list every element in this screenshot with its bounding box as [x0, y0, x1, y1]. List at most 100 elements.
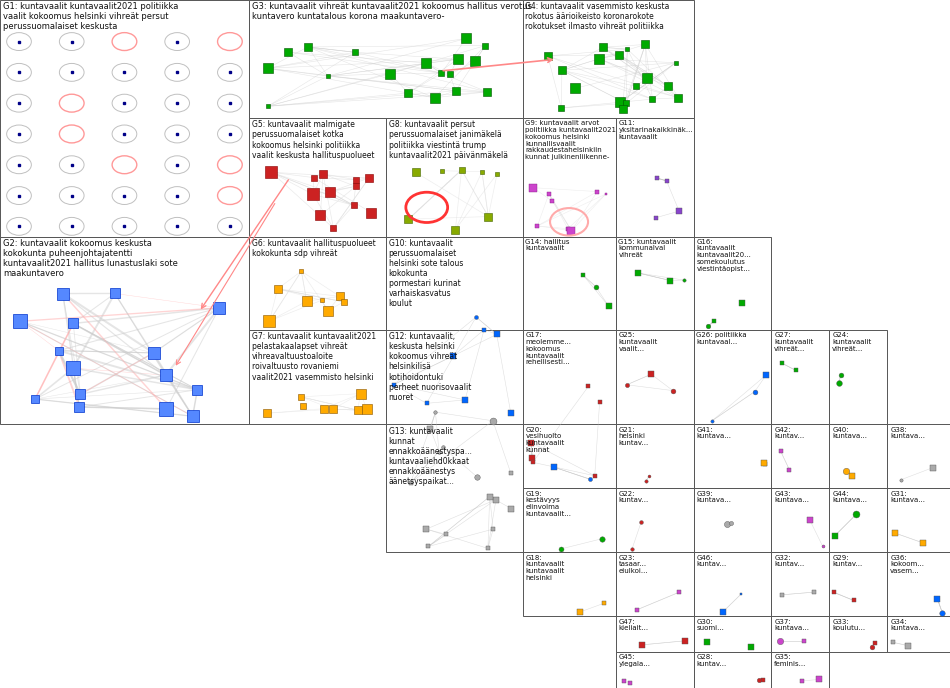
Circle shape — [59, 155, 84, 173]
Bar — [522, 488, 616, 552]
Bar — [386, 237, 522, 424]
Circle shape — [112, 94, 137, 112]
Text: G8: kuntavaalit persut
perussuomalaiset janimäkelä
politiikka viestintä trump
ku: G8: kuntavaalit persut perussuomalaiset … — [389, 120, 507, 160]
Text: G33:
koulutu...: G33: koulutu... — [832, 619, 865, 632]
Circle shape — [7, 125, 31, 143]
Circle shape — [112, 125, 137, 143]
Text: G26: politiikka
kuntavaal...: G26: politiikka kuntavaal... — [696, 332, 747, 345]
Bar — [694, 652, 771, 688]
Circle shape — [59, 32, 84, 50]
Circle shape — [59, 63, 84, 81]
Bar — [829, 616, 887, 652]
Bar — [887, 616, 950, 652]
Circle shape — [59, 217, 84, 235]
Circle shape — [165, 186, 190, 204]
Text: G23:
tasaar...
eiulkoi...: G23: tasaar... eiulkoi... — [618, 555, 648, 574]
Bar — [887, 488, 950, 552]
Circle shape — [7, 94, 31, 112]
Text: G44:
kuntava...: G44: kuntava... — [832, 491, 867, 504]
Text: G21:
helsinki
kuntav...: G21: helsinki kuntav... — [618, 427, 649, 446]
Text: G28:
kuntav...: G28: kuntav... — [696, 654, 727, 667]
Text: G42:
kuntav...: G42: kuntav... — [774, 427, 805, 440]
Bar — [771, 424, 829, 488]
Text: G24:
kuntavaalit
vihreät...: G24: kuntavaalit vihreät... — [832, 332, 871, 352]
Bar — [771, 652, 829, 688]
Bar — [829, 330, 887, 424]
Bar — [0, 237, 249, 424]
Bar — [249, 118, 386, 237]
Text: G18:
kuntavaalit
kuntavaalit
helsinki: G18: kuntavaalit kuntavaalit helsinki — [525, 555, 564, 581]
Text: G41:
kuntava...: G41: kuntava... — [696, 427, 732, 440]
Bar — [829, 552, 887, 616]
Text: G19:
kestävyys
elinvoima
kuntavaalit...: G19: kestävyys elinvoima kuntavaalit... — [525, 491, 571, 517]
Circle shape — [218, 63, 242, 81]
Bar — [694, 424, 771, 488]
Text: G2: kuntavaalit kokoomus keskusta
kokokunta puheenjohtajatentti
kuntavaalit2021 : G2: kuntavaalit kokoomus keskusta kokoku… — [3, 239, 178, 278]
Circle shape — [7, 32, 31, 50]
Text: G46:
kuntav...: G46: kuntav... — [696, 555, 727, 568]
Text: G25:
kuntavaalit
vaalit...: G25: kuntavaalit vaalit... — [618, 332, 657, 352]
Bar — [616, 118, 694, 237]
Text: G20:
vesihuolto
kuntavaalit
kunnat: G20: vesihuolto kuntavaalit kunnat — [525, 427, 564, 453]
Bar — [616, 552, 694, 616]
Bar — [694, 616, 771, 652]
Text: G39:
kuntava...: G39: kuntava... — [696, 491, 732, 504]
Bar — [522, 0, 694, 118]
Text: G22:
kuntav...: G22: kuntav... — [618, 491, 649, 504]
Circle shape — [7, 63, 31, 81]
Text: G45:
ylegala...: G45: ylegala... — [618, 654, 651, 667]
Text: G30:
suomi...: G30: suomi... — [696, 619, 724, 632]
Bar — [829, 424, 887, 488]
Bar — [616, 652, 694, 688]
Bar — [771, 488, 829, 552]
Bar — [616, 424, 694, 488]
Bar — [522, 552, 616, 616]
Text: G43:
kuntava...: G43: kuntava... — [774, 491, 809, 504]
Circle shape — [165, 94, 190, 112]
Bar — [771, 552, 829, 616]
Text: G4: kuntavaalit vasemmisto keskusta
rokotus äärioikeisto koronarokote
rokotukset: G4: kuntavaalit vasemmisto keskusta roko… — [525, 2, 670, 31]
Bar — [386, 118, 522, 237]
Bar — [694, 552, 771, 616]
Bar — [616, 488, 694, 552]
Circle shape — [7, 217, 31, 235]
Text: G27:
kuntavaalit
vihreät...: G27: kuntavaalit vihreät... — [774, 332, 813, 352]
Bar — [829, 488, 887, 552]
Bar — [386, 424, 522, 552]
Text: G31:
kuntava...: G31: kuntava... — [890, 491, 925, 504]
Text: G9: kuntavaalit arvot
politiikka kuntavaalit2021
kokoomus helsinki
kunnallisvaal: G9: kuntavaalit arvot politiikka kuntava… — [525, 120, 617, 160]
Circle shape — [165, 32, 190, 50]
Circle shape — [165, 125, 190, 143]
Text: G34:
kuntava...: G34: kuntava... — [890, 619, 925, 632]
Bar — [249, 0, 522, 118]
Circle shape — [165, 63, 190, 81]
Text: G36:
kokoom...
vasem...: G36: kokoom... vasem... — [890, 555, 924, 574]
Bar — [616, 330, 694, 424]
Bar — [616, 616, 694, 652]
Circle shape — [112, 217, 137, 235]
Bar — [249, 237, 386, 330]
Circle shape — [218, 125, 242, 143]
Text: G47:
kieliait...: G47: kieliait... — [618, 619, 649, 632]
Bar — [771, 616, 829, 652]
Circle shape — [7, 186, 31, 204]
Bar — [694, 237, 771, 330]
Text: G11:
yksitarinakaikkinäk...
kuntavaalit: G11: yksitarinakaikkinäk... kuntavaalit — [618, 120, 694, 140]
Text: G1: kuntavaalit kuntavaalit2021 politiikka
vaalit kokoomus helsinki vihreät pers: G1: kuntavaalit kuntavaalit2021 politiik… — [3, 2, 179, 31]
Bar — [522, 237, 616, 330]
Circle shape — [218, 217, 242, 235]
Text: G7: kuntavaalit kuntavaalit2021
pelastakaalapset vihreät
vihreavaltuustoaloite
r: G7: kuntavaalit kuntavaalit2021 pelastak… — [252, 332, 376, 382]
Text: G13: kuntavaalit
kunnat
ennakkoäänestyspa...
kuntavaaliehd0kkaat
ennakkoäänestys: G13: kuntavaalit kunnat ennakkoäänestysp… — [389, 427, 472, 486]
Bar — [522, 424, 616, 488]
Bar — [694, 330, 771, 424]
Circle shape — [59, 186, 84, 204]
Text: G12: kuntavaalit,
keskusta helsinki
kokoomus vihreät
helsinkilisä
kotihoidontuki: G12: kuntavaalit, keskusta helsinki koko… — [389, 332, 471, 402]
Text: G32:
kuntav...: G32: kuntav... — [774, 555, 805, 568]
Bar — [386, 330, 522, 488]
Text: G14: hallitus
kuntavaalit: G14: hallitus kuntavaalit — [525, 239, 570, 252]
Circle shape — [218, 94, 242, 112]
Text: G29:
kuntav...: G29: kuntav... — [832, 555, 863, 568]
Text: G35:
feminis...: G35: feminis... — [774, 654, 807, 667]
Text: G16:
kuntavaalit
kuntavaalit20...
somekoulutus
viestintäopist...: G16: kuntavaalit kuntavaalit20... someko… — [696, 239, 751, 272]
Circle shape — [112, 63, 137, 81]
